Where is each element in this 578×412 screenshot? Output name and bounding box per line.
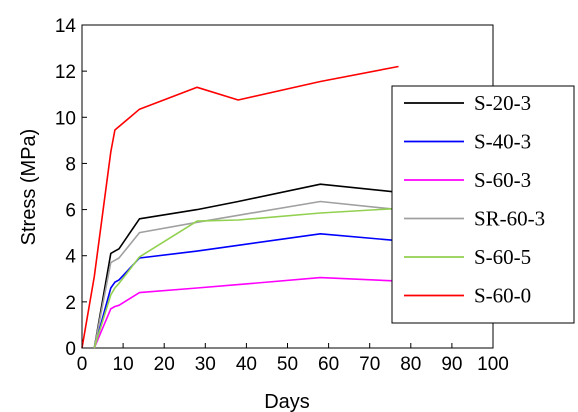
y-tick-label: 12 bbox=[55, 62, 76, 83]
legend-label: S-40-3 bbox=[474, 130, 531, 154]
x-tick-label: 60 bbox=[318, 354, 339, 375]
y-tick-label: 14 bbox=[55, 16, 77, 37]
legend-label: S-60-0 bbox=[474, 284, 531, 308]
y-tick-label: 4 bbox=[65, 247, 76, 268]
x-tick-label: 30 bbox=[195, 354, 216, 375]
y-axis: 0 2 4 6 8 10 12 14 bbox=[55, 16, 87, 360]
legend-label: S-20-3 bbox=[474, 91, 531, 115]
x-axis: 0 10 20 30 40 50 60 70 80 90 100 bbox=[77, 343, 509, 375]
y-tick-label: 6 bbox=[65, 201, 76, 222]
x-tick-label: 20 bbox=[154, 354, 175, 375]
x-tick-label: 100 bbox=[477, 354, 509, 375]
legend-box bbox=[391, 85, 575, 324]
legend-label: S-60-3 bbox=[474, 168, 531, 192]
x-tick-label: 50 bbox=[277, 354, 298, 375]
y-tick-label: 0 bbox=[65, 339, 76, 360]
x-tick-label: 0 bbox=[77, 354, 88, 375]
x-axis-title: Days bbox=[264, 391, 310, 412]
x-tick-label: 10 bbox=[113, 354, 134, 375]
series-line-s-60-5 bbox=[93, 207, 399, 349]
series-line-s-20-3 bbox=[93, 183, 399, 349]
legend-label: SR-60-3 bbox=[474, 207, 545, 231]
legend: S-20-3 S-40-3 S-60-3 SR-60-3 S-60-5 S-60-0 bbox=[391, 85, 575, 324]
x-tick-label: 70 bbox=[359, 354, 380, 375]
y-tick-label: 10 bbox=[55, 108, 76, 129]
series-layer bbox=[81, 65, 399, 349]
series-line-s-40-3 bbox=[93, 233, 399, 349]
legend-label: S-60-5 bbox=[474, 245, 531, 269]
y-tick-label: 8 bbox=[65, 154, 76, 175]
y-tick-label: 2 bbox=[65, 293, 76, 314]
series-line-s-60-3 bbox=[93, 276, 399, 349]
y-axis-title: Stress (MPa) bbox=[18, 129, 40, 246]
x-tick-label: 40 bbox=[236, 354, 257, 375]
series-line-sr-60-3 bbox=[93, 200, 399, 349]
x-tick-label: 80 bbox=[400, 354, 421, 375]
x-tick-label: 90 bbox=[441, 354, 462, 375]
series-line-s-60-0 bbox=[81, 65, 399, 349]
